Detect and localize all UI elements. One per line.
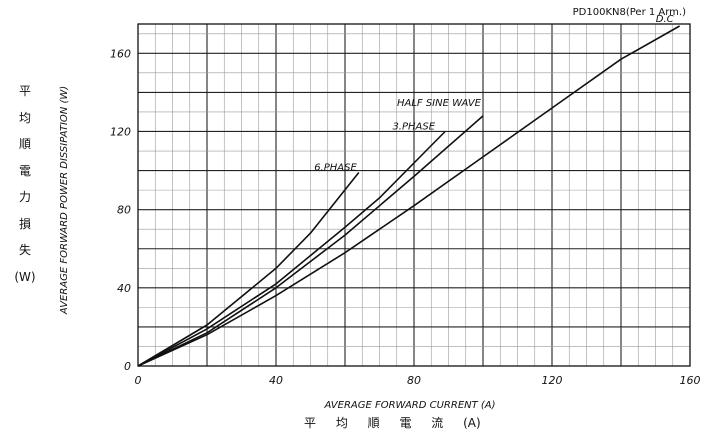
y-axis-label-jp-char: 損 <box>18 216 31 231</box>
grid <box>138 24 690 366</box>
series-label: 6.PHASE <box>314 163 357 174</box>
y-axis-label-jp-char: 均 <box>18 110 31 125</box>
y-tick-label: 0 <box>124 360 131 373</box>
series-label: HALF SINE WAVE <box>397 98 482 109</box>
y-axis-label-jp-char: 電 <box>18 163 31 178</box>
x-tick-label: 40 <box>269 374 283 387</box>
y-tick-label: 80 <box>117 204 131 217</box>
x-tick-label: 120 <box>542 374 563 387</box>
y-tick-label: 120 <box>110 125 131 138</box>
series-label: 3.PHASE <box>392 121 435 132</box>
y-tick-label: 40 <box>117 282 131 295</box>
x-tick-label: 0 <box>135 374 142 387</box>
x-tick-label: 160 <box>680 374 701 387</box>
series-label: D.C <box>656 14 674 25</box>
plot-frame <box>137 23 691 367</box>
y-tick-labels: 0 40 80 120 160 <box>110 47 131 373</box>
x-tick-labels: 0 40 80 120 160 <box>135 374 701 387</box>
y-axis-label-jp-char: (W) <box>14 269 36 284</box>
series-line-6-phase <box>137 172 360 367</box>
y-axis-label-jp-char: 失 <box>18 243 31 257</box>
series-labels: D.C HALF SINE WAVE 3.PHASE 6.PHASE <box>314 14 673 174</box>
y-axis-label-jp-char: 力 <box>18 190 31 204</box>
series-group <box>137 25 680 367</box>
series-line-d-c <box>137 25 680 367</box>
y-axis-label-jp: 平均順電力損失 (W) <box>14 78 36 290</box>
x-axis-label: AVERAGE FORWARD CURRENT (A) <box>323 400 495 411</box>
y-axis-label-jp-char: 順 <box>18 137 31 151</box>
y-axis-label-jp-char: 平 <box>18 84 31 98</box>
x-tick-label: 80 <box>407 374 421 387</box>
y-tick-label: 160 <box>110 47 131 60</box>
x-axis-label-jp: 平 均 順 電 流 (A) <box>304 416 481 430</box>
series-line-3-phase <box>137 130 446 367</box>
series-line-half-sine-wave <box>137 115 484 367</box>
y-axis-label: AVERAGE FORWARD POWER DISSIPATION (W) <box>59 86 70 315</box>
model-label: PD100KN8(Per 1 Arm.) <box>573 7 686 18</box>
